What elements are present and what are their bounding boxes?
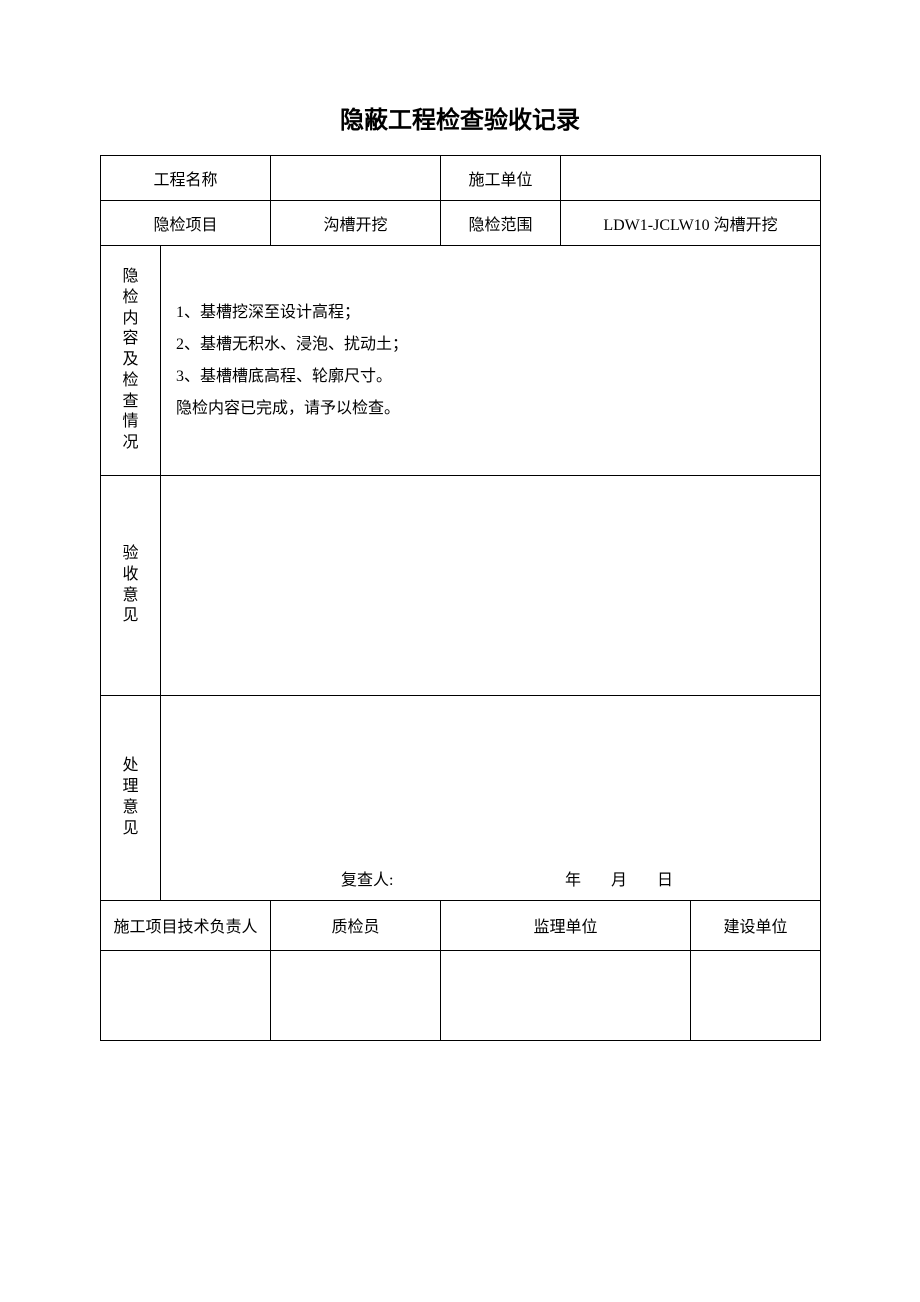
label-processing-opinion: 处 理 意 见	[101, 696, 161, 901]
label-inspection-scope: 隐检范围	[441, 201, 561, 246]
row-inspection-content: 隐 检 内 容 及 检 查 情 况 1、基槽挖深至设计高程； 2、基槽无积水、浸…	[101, 246, 821, 476]
inspection-table: 工程名称 施工单位 隐检项目 沟槽开挖 隐检范围 LDW1-JCLW10 沟槽开…	[100, 155, 821, 1041]
row-reviewer: 复查人: 年月日	[101, 856, 821, 901]
header-supervision-unit: 监理单位	[441, 900, 691, 950]
header-tech-lead: 施工项目技术负责人	[101, 900, 271, 950]
blank-inspector	[271, 950, 441, 1040]
content-line-3: 3、基槽槽底高程、轮廓尺寸。	[176, 361, 805, 393]
label-acceptance-opinion: 验 收 意 见	[101, 476, 161, 696]
row-project-name: 工程名称 施工单位	[101, 156, 821, 201]
label-inspection-item: 隐检项目	[101, 201, 271, 246]
value-inspection-scope: LDW1-JCLW10 沟槽开挖	[561, 201, 821, 246]
date-labels: 年月日	[565, 872, 703, 889]
blank-tech-lead	[101, 950, 271, 1040]
blank-supervision-unit	[441, 950, 691, 1040]
label-inspection-content: 隐 检 内 容 及 检 查 情 况	[101, 246, 161, 476]
row-processing-opinion: 处 理 意 见	[101, 696, 821, 856]
value-project-name	[271, 156, 441, 201]
content-processing-opinion	[161, 696, 821, 856]
row-signature-headers: 施工项目技术负责人 质检员 监理单位 建设单位	[101, 900, 821, 950]
row-signature-blanks	[101, 950, 821, 1040]
label-construction-unit: 施工单位	[441, 156, 561, 201]
document-title: 隐蔽工程检查验收记录	[100, 100, 820, 135]
row-acceptance-opinion: 验 收 意 见	[101, 476, 821, 696]
reviewer-signature-line: 复查人: 年月日	[161, 856, 821, 901]
content-line-2: 2、基槽无积水、浸泡、扰动土；	[176, 329, 805, 361]
value-construction-unit	[561, 156, 821, 201]
content-inspection-details: 1、基槽挖深至设计高程； 2、基槽无积水、浸泡、扰动土； 3、基槽槽底高程、轮廓…	[161, 246, 821, 476]
content-acceptance-opinion	[161, 476, 821, 696]
content-line-1: 1、基槽挖深至设计高程；	[176, 297, 805, 329]
blank-construction-unit	[691, 950, 821, 1040]
value-inspection-item: 沟槽开挖	[271, 201, 441, 246]
header-inspector: 质检员	[271, 900, 441, 950]
label-project-name: 工程名称	[101, 156, 271, 201]
reviewer-label: 复查人:	[341, 866, 561, 890]
content-line-4: 隐检内容已完成，请予以检查。	[176, 393, 805, 425]
header-construction-unit: 建设单位	[691, 900, 821, 950]
row-inspection-item: 隐检项目 沟槽开挖 隐检范围 LDW1-JCLW10 沟槽开挖	[101, 201, 821, 246]
